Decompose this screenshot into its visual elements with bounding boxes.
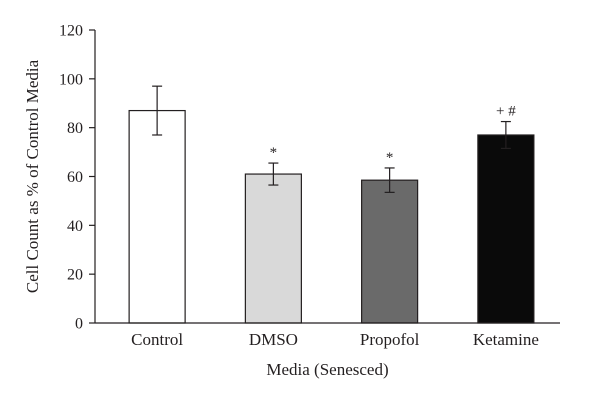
x-tick-label: Ketamine [473,330,539,349]
y-tick-label: 120 [59,23,83,40]
bars-group [128,109,535,324]
y-axis-ticks: 0 20 40 60 80 100 120 [59,23,95,333]
significance-annotations: * * + # [270,104,517,166]
y-tick-label: 40 [67,218,83,235]
bar-dmso [244,173,302,324]
y-tick-label: 80 [67,120,83,137]
error-bars-group [152,85,511,193]
x-axis-title: Media (Senesced) [266,360,388,379]
bar-control [128,109,186,324]
y-tick-label: 100 [59,71,83,88]
x-tick-label: Control [131,330,183,349]
y-tick-label: 20 [67,267,83,284]
y-tick-label: 0 [75,316,83,333]
x-tick-label: DMSO [249,330,298,349]
bar-ketamine [477,134,535,324]
x-tick-label: Propofol [360,330,420,349]
significance-marker: * [270,145,278,161]
significance-marker: * [386,150,394,166]
y-axis-title: Cell Count as % of Control Media [23,59,42,293]
bar-propofol [361,179,419,324]
x-axis-categories: Control DMSO Propofol Ketamine [131,330,539,349]
significance-marker: + # [496,104,516,120]
y-tick-label: 60 [67,169,83,186]
